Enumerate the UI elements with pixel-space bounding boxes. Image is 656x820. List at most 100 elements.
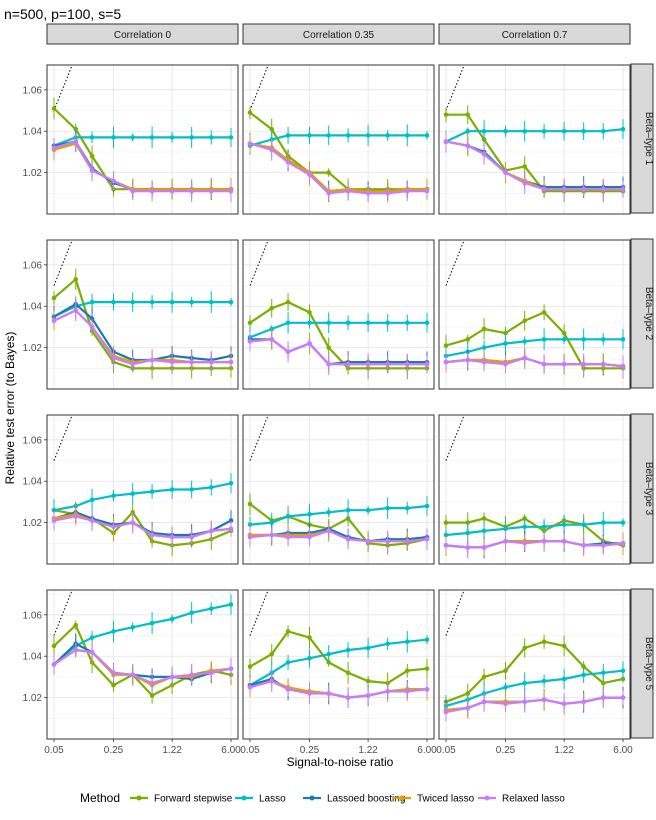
panel-border — [438, 64, 631, 215]
data-point — [404, 668, 410, 674]
series-line — [445, 540, 624, 549]
data-point — [481, 345, 487, 350]
plot-area — [443, 415, 626, 559]
data-point — [228, 518, 234, 523]
y-tick-label: 1.02 — [23, 518, 43, 529]
data-point — [503, 701, 508, 707]
data-point — [307, 341, 312, 346]
plot-area — [51, 65, 234, 203]
data-point — [307, 320, 312, 326]
series-line — [249, 505, 428, 526]
data-point — [326, 191, 331, 196]
data-point — [522, 180, 527, 186]
data-point — [208, 485, 214, 490]
series-lasso — [247, 495, 430, 533]
data-point — [269, 147, 275, 153]
series-line — [445, 356, 624, 368]
data-point — [149, 532, 155, 538]
series-relaxed-lasso — [443, 687, 626, 722]
data-point — [169, 534, 175, 540]
data-point — [620, 520, 626, 525]
data-point — [481, 151, 487, 157]
data-point — [208, 528, 214, 534]
data-point — [465, 705, 471, 711]
data-point — [326, 651, 331, 657]
data-point — [345, 133, 351, 138]
data-point — [51, 106, 57, 111]
panel-border — [46, 589, 239, 740]
data-point — [130, 491, 135, 496]
data-point — [89, 135, 95, 140]
data-point — [111, 355, 116, 361]
data-point — [385, 191, 390, 196]
series-line — [53, 140, 231, 193]
data-point — [620, 186, 626, 192]
legend-key-point — [309, 795, 315, 801]
facet-panel: 1.02 1.04 1.06 — [23, 64, 239, 215]
y-axis-label: Relative test error (to Bayes) — [3, 332, 17, 485]
y-tick-label: 1.06 — [23, 85, 43, 96]
series-relaxed-lasso — [247, 523, 430, 553]
series-relaxed-lasso — [247, 138, 430, 203]
y-tick-label: 1.02 — [23, 168, 43, 179]
data-point — [326, 345, 331, 350]
data-point — [228, 299, 234, 305]
facet-row-strip — [630, 238, 654, 389]
data-point — [424, 637, 430, 642]
data-point — [541, 128, 547, 134]
data-point — [247, 501, 253, 507]
data-point — [51, 662, 57, 667]
facet-panel: 0.05 0.25 1.22 6.00 — [436, 589, 633, 756]
data-point — [89, 324, 95, 330]
data-point — [561, 701, 567, 707]
series-line — [249, 321, 427, 339]
panel-border — [46, 64, 239, 215]
data-point — [269, 532, 275, 538]
legend-item-label: Lassoed boosting — [327, 794, 405, 805]
data-point — [326, 691, 331, 696]
data-point — [581, 186, 586, 192]
data-point — [385, 320, 390, 326]
data-point — [247, 110, 253, 115]
data-point — [404, 188, 410, 194]
data-point — [385, 538, 390, 544]
data-point — [73, 647, 79, 653]
data-point — [189, 135, 194, 140]
x-tick-label: 1.22 — [358, 745, 378, 756]
data-point — [541, 524, 547, 530]
series-relaxed-lasso — [51, 133, 234, 203]
legend-key-point — [136, 795, 142, 801]
y-tick-label: 1.04 — [23, 652, 43, 663]
series-forward-stepwise — [247, 625, 430, 694]
data-point — [481, 326, 487, 332]
data-point — [208, 670, 214, 676]
chart-title: n=500, p=100, s=5 — [4, 6, 121, 22]
data-point — [130, 624, 135, 630]
data-point — [541, 538, 547, 544]
data-point — [189, 534, 194, 540]
data-point — [51, 145, 57, 151]
series-line — [446, 517, 624, 547]
panel-border — [438, 414, 631, 565]
facet-row-label: Beta–type 5 — [643, 637, 654, 691]
data-point — [149, 188, 155, 194]
x-tick-label: 0.05 — [436, 745, 456, 756]
data-point — [522, 541, 527, 546]
series-lasso — [443, 119, 626, 153]
data-point — [561, 128, 567, 134]
data-point — [228, 188, 234, 194]
data-point — [522, 339, 527, 344]
data-point — [561, 337, 567, 342]
data-point — [503, 526, 508, 532]
legend-key-point — [241, 795, 247, 801]
facet-row-label: Beta–type 2 — [643, 287, 654, 341]
data-point — [149, 299, 155, 305]
data-point — [228, 135, 234, 140]
data-point — [307, 512, 312, 517]
data-point — [228, 666, 234, 671]
data-point — [51, 518, 57, 523]
data-point — [481, 699, 487, 705]
data-point — [424, 320, 430, 326]
x-tick-label: 1.22 — [162, 745, 182, 756]
data-point — [345, 361, 351, 367]
